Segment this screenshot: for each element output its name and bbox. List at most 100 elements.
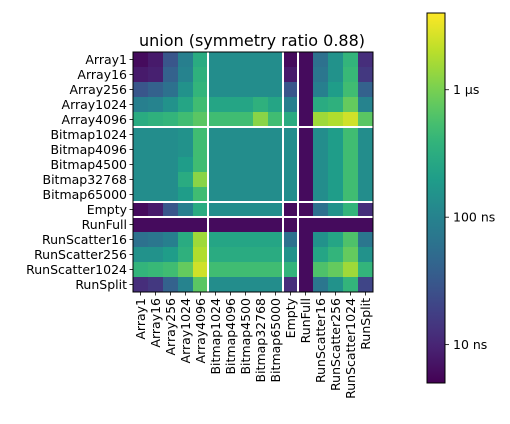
block-separators bbox=[133, 52, 373, 292]
heatmap-cell bbox=[133, 277, 149, 293]
heatmap-cell bbox=[193, 247, 209, 263]
heatmap-cell bbox=[223, 172, 239, 188]
heatmap-cell bbox=[238, 97, 254, 113]
heatmap-cell bbox=[313, 97, 329, 113]
colorbar-tick-label: 10 ns bbox=[453, 337, 487, 352]
heatmap-cell bbox=[298, 82, 314, 98]
column-label: Bitmap65000 bbox=[268, 298, 283, 383]
heatmap-cell bbox=[298, 67, 314, 83]
heatmap-cell bbox=[133, 67, 149, 83]
heatmap-cell bbox=[238, 157, 254, 173]
heatmap-cell bbox=[268, 172, 284, 188]
heatmap-cell bbox=[178, 157, 194, 173]
heatmap-cell bbox=[208, 157, 224, 173]
heatmap-cell bbox=[163, 127, 179, 143]
heatmap-cell bbox=[313, 202, 329, 218]
heatmap-cell bbox=[343, 277, 359, 293]
heatmap-cell bbox=[328, 187, 344, 203]
heatmap-cell bbox=[328, 232, 344, 248]
heatmap-cell bbox=[328, 127, 344, 143]
heatmap-cell bbox=[343, 157, 359, 173]
heatmap-cell bbox=[133, 187, 149, 203]
heatmap-cell bbox=[208, 97, 224, 113]
heatmap-cell bbox=[328, 112, 344, 128]
heatmap-cell bbox=[253, 262, 269, 278]
heatmap-cell bbox=[358, 187, 374, 203]
heatmap-cell bbox=[148, 127, 164, 143]
heatmap-cell bbox=[238, 247, 254, 263]
heatmap-cell bbox=[283, 247, 299, 263]
heatmap-cell bbox=[163, 217, 179, 233]
heatmap-cell bbox=[208, 262, 224, 278]
heatmap-cell bbox=[313, 262, 329, 278]
heatmap-cells bbox=[133, 52, 374, 293]
heatmap-cell bbox=[178, 67, 194, 83]
heatmap-cell bbox=[163, 232, 179, 248]
heatmap-cell bbox=[283, 112, 299, 128]
heatmap-cell bbox=[343, 217, 359, 233]
heatmap-cell bbox=[268, 157, 284, 173]
heatmap-cell bbox=[238, 172, 254, 188]
heatmap-cell bbox=[133, 172, 149, 188]
heatmap-cell bbox=[148, 67, 164, 83]
heatmap-cell bbox=[358, 247, 374, 263]
heatmap-cell bbox=[238, 277, 254, 293]
heatmap-cell bbox=[208, 112, 224, 128]
row-label: RunFull bbox=[82, 217, 127, 232]
heatmap-cell bbox=[148, 232, 164, 248]
heatmap-cell bbox=[343, 67, 359, 83]
heatmap-cell bbox=[268, 217, 284, 233]
heatmap-cell bbox=[283, 262, 299, 278]
heatmap-cell bbox=[253, 127, 269, 143]
column-label: Bitmap4500 bbox=[238, 298, 253, 375]
heatmap-cell bbox=[268, 112, 284, 128]
heatmap-cell bbox=[268, 127, 284, 143]
heatmap-cell bbox=[298, 262, 314, 278]
heatmap-cell bbox=[178, 277, 194, 293]
heatmap-cell bbox=[163, 262, 179, 278]
heatmap-cell bbox=[313, 82, 329, 98]
heatmap-cell bbox=[238, 217, 254, 233]
heatmap-cell bbox=[283, 127, 299, 143]
heatmap-cell bbox=[313, 187, 329, 203]
heatmap-cell bbox=[223, 277, 239, 293]
heatmap-cell bbox=[133, 52, 149, 68]
heatmap-cell bbox=[328, 202, 344, 218]
row-label: Array256 bbox=[69, 82, 127, 97]
heatmap-cell bbox=[343, 127, 359, 143]
heatmap-cell bbox=[133, 262, 149, 278]
row-label: Bitmap4096 bbox=[50, 142, 127, 157]
heatmap-cell bbox=[298, 52, 314, 68]
column-label: Array1024 bbox=[178, 298, 193, 364]
heatmap-cell bbox=[238, 112, 254, 128]
heatmap-cell bbox=[238, 52, 254, 68]
heatmap-cell bbox=[238, 232, 254, 248]
column-label: RunSplit bbox=[358, 298, 373, 350]
row-labels: Array1Array16Array256Array1024Array4096B… bbox=[26, 52, 133, 292]
heatmap-cell bbox=[358, 262, 374, 278]
heatmap-cell bbox=[163, 157, 179, 173]
heatmap-cell bbox=[313, 232, 329, 248]
heatmap-cell bbox=[283, 187, 299, 203]
heatmap-cell bbox=[283, 202, 299, 218]
heatmap-cell bbox=[343, 112, 359, 128]
heatmap-cell bbox=[253, 187, 269, 203]
heatmap-cell bbox=[148, 262, 164, 278]
heatmap-cell bbox=[208, 217, 224, 233]
heatmap-cell bbox=[163, 277, 179, 293]
heatmap-cell bbox=[178, 217, 194, 233]
heatmap-cell bbox=[238, 67, 254, 83]
heatmap-cell bbox=[358, 172, 374, 188]
heatmap-cell bbox=[298, 142, 314, 158]
heatmap-cell bbox=[313, 127, 329, 143]
heatmap-cell bbox=[148, 217, 164, 233]
heatmap-cell bbox=[253, 277, 269, 293]
heatmap-cell bbox=[283, 97, 299, 113]
row-label: RunScatter16 bbox=[42, 232, 127, 247]
heatmap-cell bbox=[223, 217, 239, 233]
heatmap-cell bbox=[193, 262, 209, 278]
heatmap-cell bbox=[178, 187, 194, 203]
heatmap-cell bbox=[283, 142, 299, 158]
heatmap-cell bbox=[328, 82, 344, 98]
heatmap-cell bbox=[133, 112, 149, 128]
